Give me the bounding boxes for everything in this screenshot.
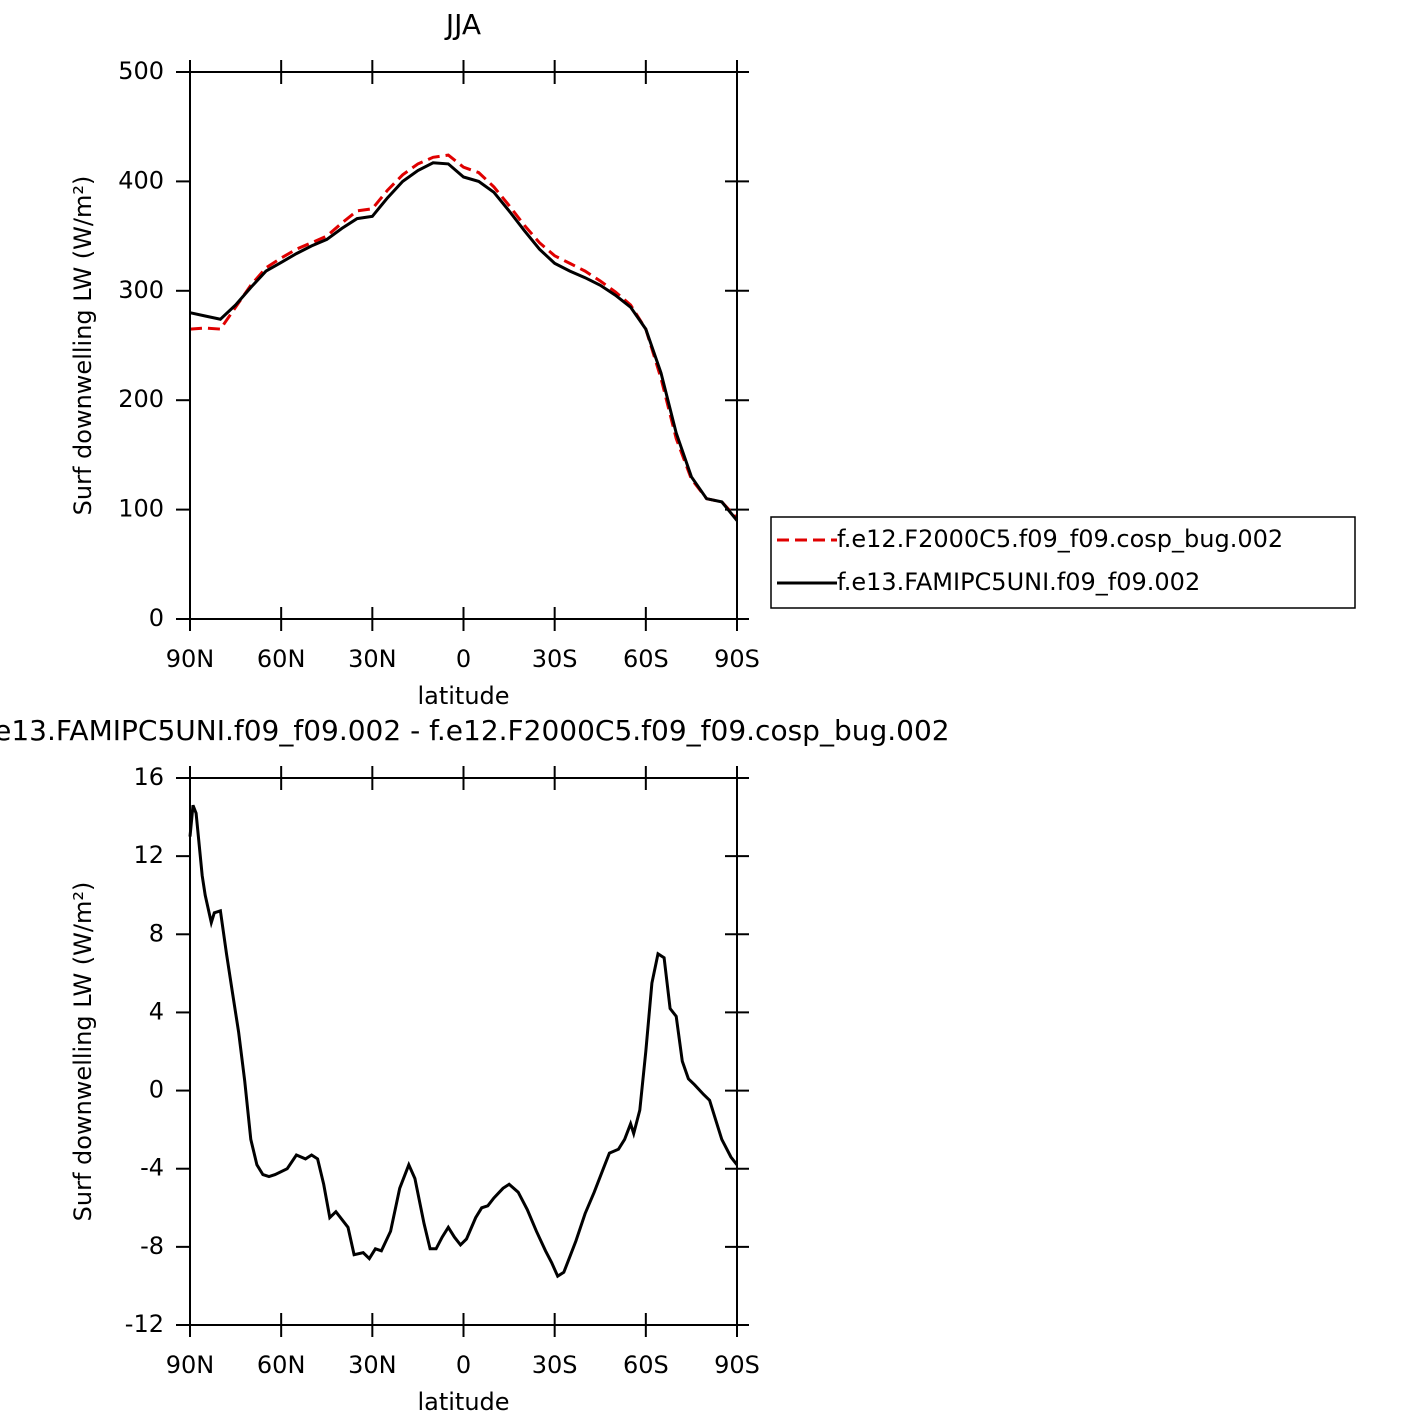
x-tick-label: 60S [623,1351,669,1379]
data-line [189,161,739,522]
x-tick-label: 60S [623,645,669,673]
y-tick-label: 300 [118,276,164,304]
x-tick-label: 30S [532,1351,578,1379]
x-tick-label: 30N [348,1351,397,1379]
x-tick-label: 90N [166,1351,215,1379]
x-tick-label: 90S [714,1351,760,1379]
plot-frame [189,777,738,1326]
y-tick-label: 400 [118,166,164,194]
x-axis-label: latitude [417,682,509,710]
x-tick-label: 0 [456,1351,471,1379]
x-tick-label: 90S [714,645,760,673]
x-axis-label: latitude [417,1388,509,1416]
data-line [189,153,739,520]
data-line [188,804,739,1279]
x-tick-label: 30N [348,645,397,673]
y-tick-label: -8 [140,1232,164,1260]
y-tick-label: 12 [133,841,164,869]
legend-box [770,516,1356,609]
y-tick-label: 0 [149,1076,164,1104]
plot-frame [189,71,738,620]
y-tick-label: 4 [149,997,164,1025]
y-tick-label: 200 [118,385,164,413]
x-tick-label: 30S [532,645,578,673]
chart-title: JJA [444,8,481,41]
y-axis-label: Surf downwelling LW (W/m²) [69,882,97,1222]
y-tick-label: 100 [118,495,164,523]
chart-title: f.e13.FAMIPC5UNI.f09_f09.002 - f.e12.F20… [0,714,950,747]
x-tick-label: 60N [257,1351,306,1379]
y-tick-label: 8 [149,919,164,947]
y-axis-label: Surf downwelling LW (W/m²) [69,176,97,516]
legend-label: f.e13.FAMIPC5UNI.f09_f09.002 [837,568,1200,596]
x-tick-label: 0 [456,645,471,673]
y-tick-label: 500 [118,57,164,85]
legend: f.e12.F2000C5.f09_f09.cosp_bug.002 f.e13.… [770,516,1356,609]
y-tick-label: 0 [149,604,164,632]
legend-label: f.e12.F2000C5.f09_f09.cosp_bug.002 [837,525,1283,553]
y-tick-label: -12 [125,1310,164,1338]
y-tick-label: -4 [140,1154,164,1182]
x-tick-label: 90N [166,645,215,673]
y-tick-label: 16 [133,763,164,791]
x-tick-label: 60N [257,645,306,673]
